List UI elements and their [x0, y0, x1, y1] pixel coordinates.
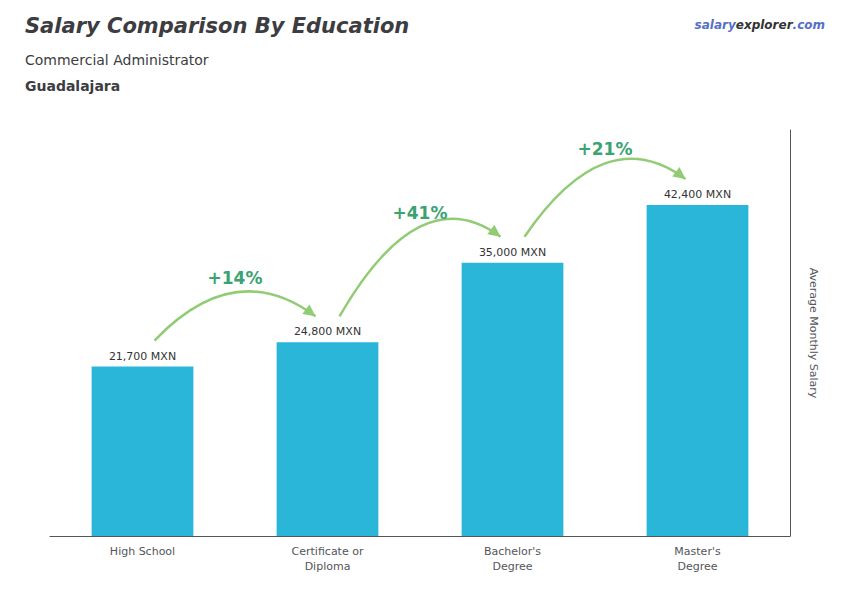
svg-text:21,700 MXN: 21,700 MXN — [109, 350, 176, 363]
svg-text:Average Monthly Salary: Average Monthly Salary — [807, 268, 820, 399]
svg-text:High School: High School — [110, 545, 175, 558]
svg-text:Bachelor's: Bachelor's — [484, 545, 541, 558]
svg-text:+41%: +41% — [393, 203, 448, 223]
svg-text:explorer: explorer — [736, 18, 794, 32]
svg-text:+14%: +14% — [208, 268, 263, 288]
svg-text:salary: salary — [695, 18, 737, 32]
svg-text:Degree: Degree — [492, 560, 532, 573]
svg-text:Degree: Degree — [677, 560, 717, 573]
svg-text:Master's: Master's — [674, 545, 721, 558]
svg-text:Diploma: Diploma — [305, 560, 351, 573]
svg-text:Certificate or: Certificate or — [292, 545, 364, 558]
svg-text:Salary Comparison By Education: Salary Comparison By Education — [25, 14, 409, 38]
svg-text:+21%: +21% — [578, 139, 633, 159]
svg-text:24,800 MXN: 24,800 MXN — [294, 325, 361, 338]
svg-text:Commercial Administrator: Commercial Administrator — [25, 52, 209, 68]
svg-text:.com: .com — [793, 18, 825, 32]
svg-text:Guadalajara: Guadalajara — [25, 78, 120, 94]
svg-text:35,000 MXN: 35,000 MXN — [479, 246, 546, 259]
svg-text:42,400 MXN: 42,400 MXN — [664, 188, 731, 201]
